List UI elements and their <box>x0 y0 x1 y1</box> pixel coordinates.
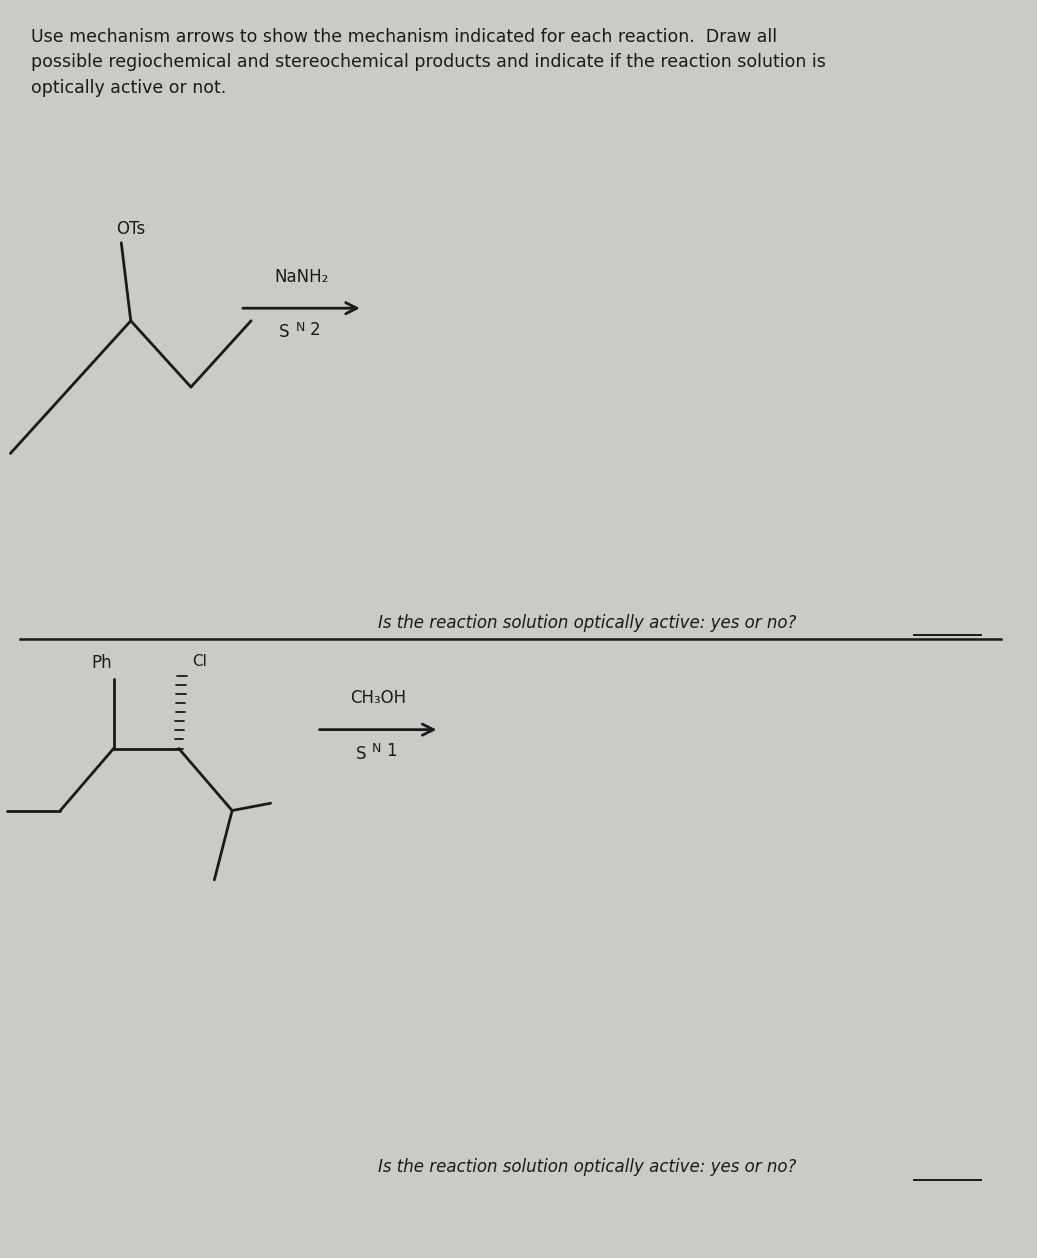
Text: S: S <box>279 323 289 341</box>
Text: NaNH₂: NaNH₂ <box>274 268 329 286</box>
Text: N: N <box>296 321 305 333</box>
Text: Ph: Ph <box>91 654 112 672</box>
Text: N: N <box>372 742 382 755</box>
Text: S: S <box>356 745 366 762</box>
Text: Cl: Cl <box>192 654 206 669</box>
Text: Is the reaction solution optically active: yes or no?: Is the reaction solution optically activ… <box>379 1159 796 1176</box>
Text: 1: 1 <box>386 742 397 760</box>
Text: Is the reaction solution optically active: yes or no?: Is the reaction solution optically activ… <box>379 614 796 632</box>
Text: OTs: OTs <box>116 220 145 238</box>
Text: Use mechanism arrows to show the mechanism indicated for each reaction.  Draw al: Use mechanism arrows to show the mechani… <box>31 28 825 97</box>
Text: 2: 2 <box>310 321 320 338</box>
Text: CH₃OH: CH₃OH <box>349 689 407 707</box>
